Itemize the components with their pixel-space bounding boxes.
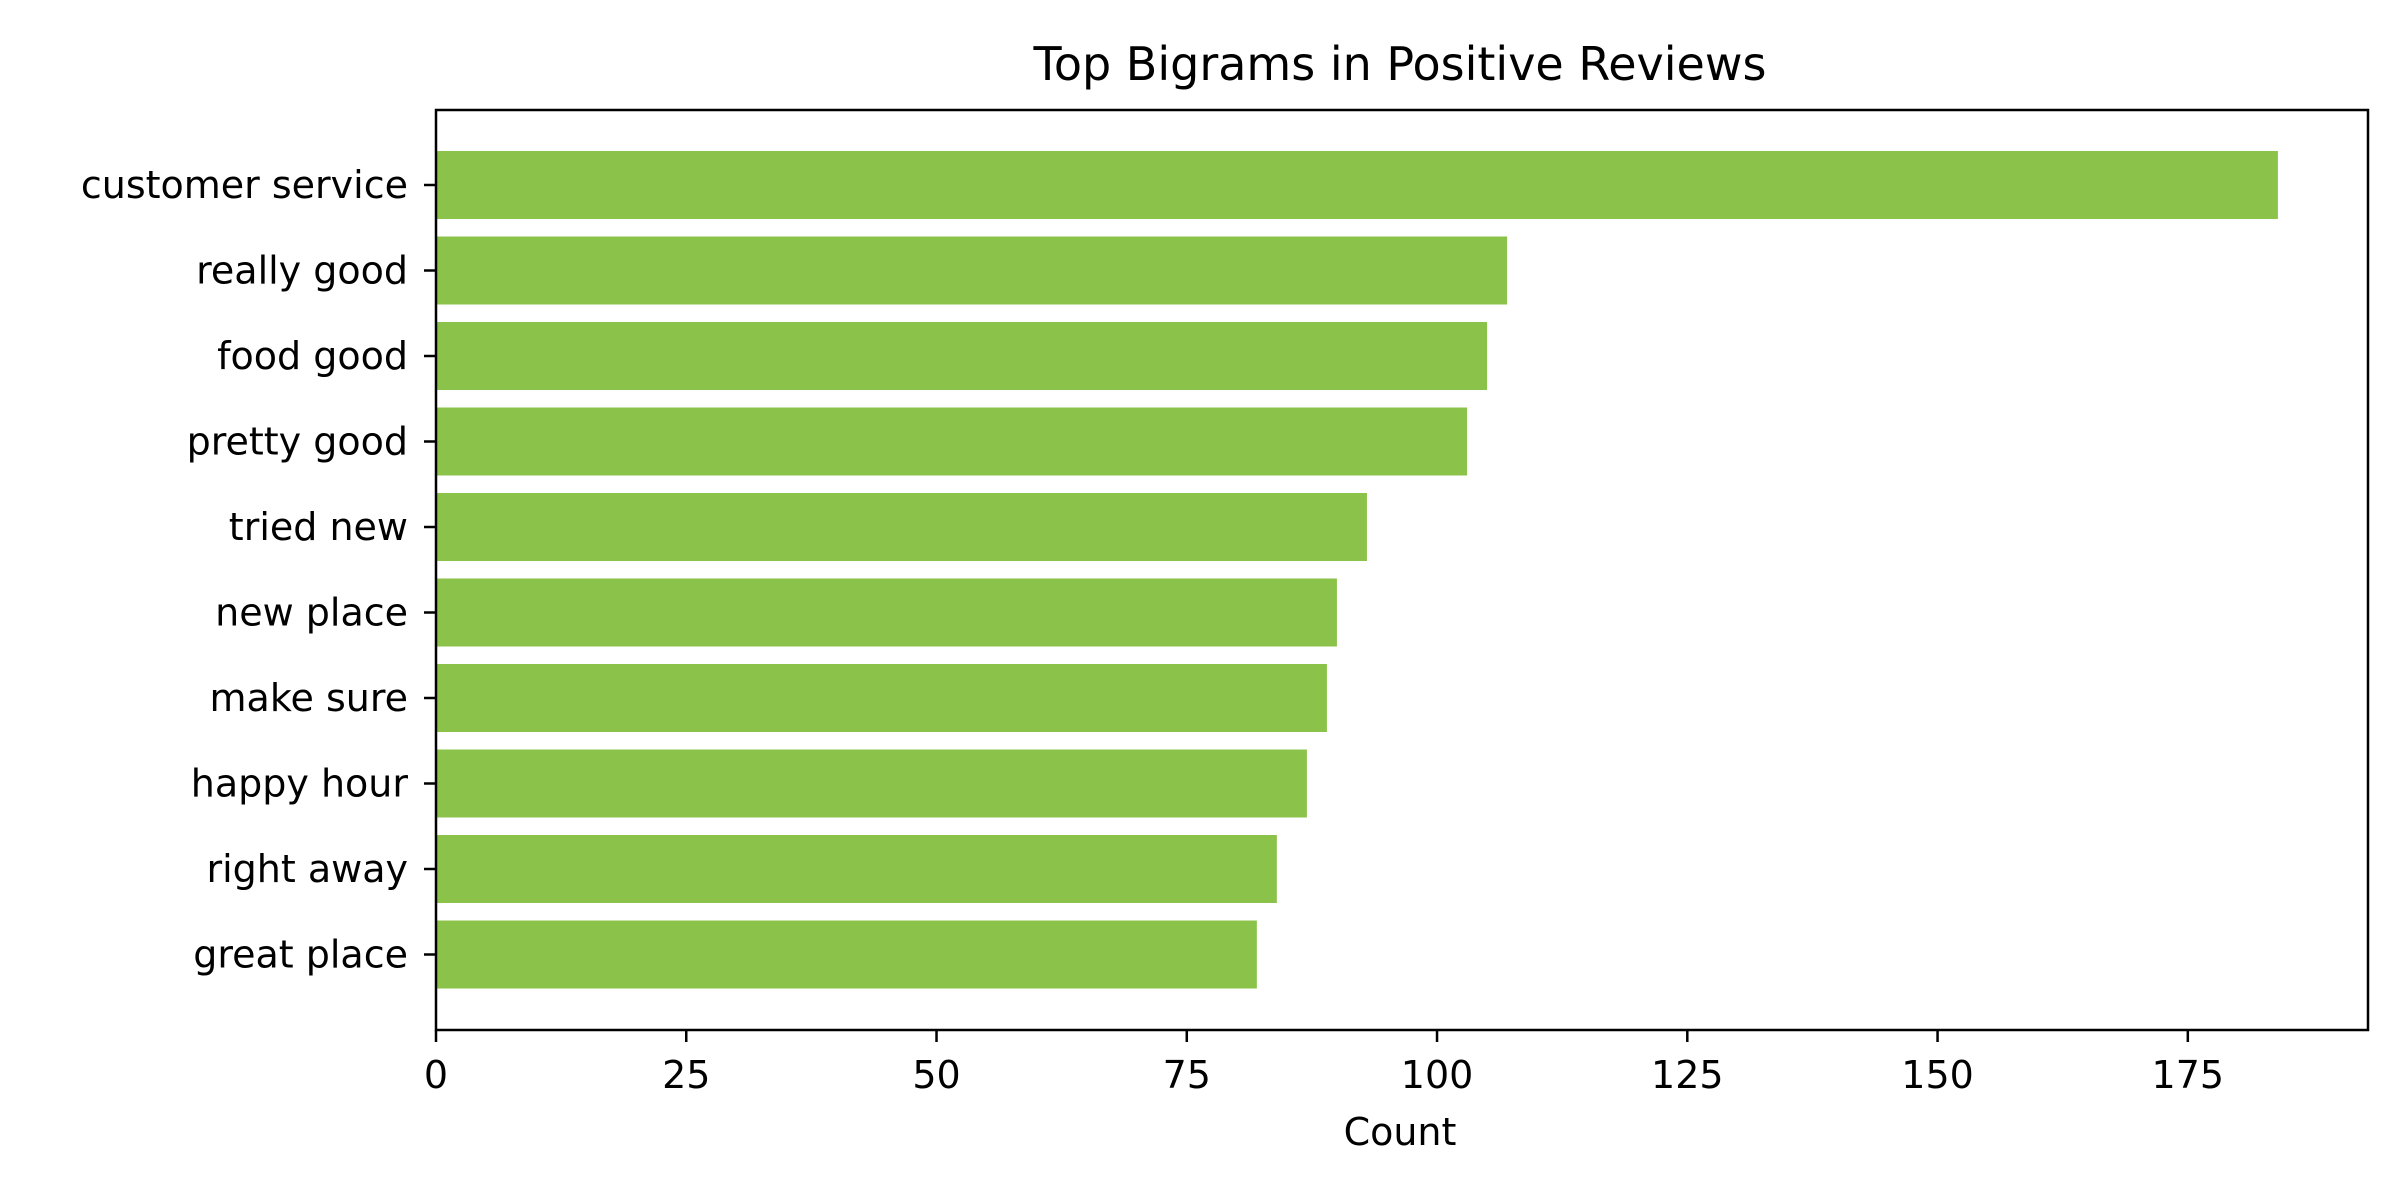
- x-tick-label: 0: [424, 1053, 448, 1097]
- y-axis: customer service really good food good pret…: [81, 163, 436, 977]
- bar-tried-new: [436, 493, 1367, 561]
- x-tick-label: 125: [1651, 1053, 1724, 1097]
- chart-title: Top Bigrams in Positive Reviews: [1033, 37, 1767, 91]
- bar-food-good: [436, 322, 1488, 390]
- y-tick-label: make sure: [210, 676, 408, 720]
- bars-layer: [436, 151, 2278, 989]
- bar-pretty-good: [436, 407, 1468, 476]
- bar-happy-hour: [436, 749, 1307, 818]
- y-tick-label: customer service: [81, 163, 408, 207]
- y-tick-label: food good: [217, 334, 408, 378]
- y-tick-label: really good: [196, 249, 408, 293]
- y-tick-label: great place: [193, 933, 408, 977]
- bar-new-place: [436, 578, 1337, 647]
- bar-make-sure: [436, 664, 1327, 732]
- x-tick-label: 100: [1401, 1053, 1474, 1097]
- y-tick-label: happy hour: [191, 762, 409, 806]
- y-tick-label: new place: [215, 591, 408, 635]
- bar-great-place: [436, 920, 1257, 989]
- x-axis-label: Count: [1344, 1110, 1457, 1154]
- bar-customer-service: [436, 151, 2278, 219]
- x-tick-label: 175: [2152, 1053, 2225, 1097]
- y-tick-label: right away: [206, 847, 408, 891]
- x-tick-label: 75: [1163, 1053, 1211, 1097]
- x-tick-label: 150: [1901, 1053, 1974, 1097]
- x-tick-label: 25: [662, 1053, 710, 1097]
- y-tick-label: pretty good: [187, 420, 408, 464]
- bar-really-good: [436, 236, 1508, 305]
- plot-frame: [434, 108, 2370, 1032]
- bar-right-away: [436, 835, 1277, 903]
- y-tick-label: tried new: [229, 505, 408, 549]
- x-axis: 0 25 50 75 100 125 150 175: [424, 1030, 2224, 1097]
- x-tick-label: 50: [912, 1053, 960, 1097]
